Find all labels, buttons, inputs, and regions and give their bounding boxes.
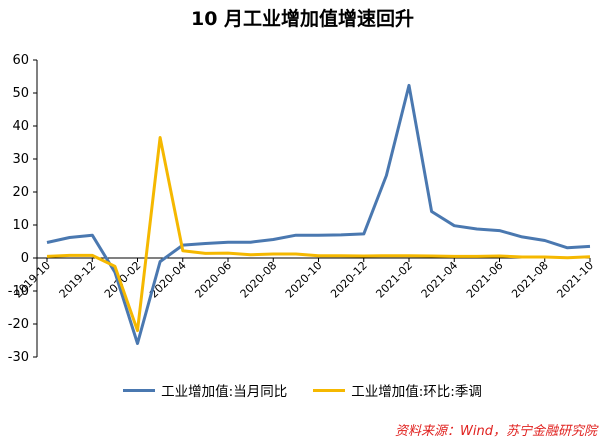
x-tick-label: 2021-08 — [509, 259, 551, 301]
y-tick-label: 30 — [12, 152, 29, 167]
chart-title: 10 月工业增加值增速回升 — [190, 8, 415, 30]
chart-legend: 工业增加值:当月同比 工业增加值:环比:季调 — [0, 380, 605, 400]
x-tick-label: 2021-10 — [554, 259, 596, 301]
source-note: 资料来源：Wind，苏宁金融研究院 — [395, 424, 597, 439]
y-tick-label: 60 — [12, 53, 29, 68]
x-tick-label: 2020-12 — [328, 259, 370, 301]
chart-series — [46, 83, 591, 345]
x-tick-label: 2020-10 — [283, 259, 325, 301]
x-tick-label: 2021-04 — [419, 259, 461, 301]
y-tick-label: 10 — [12, 218, 29, 233]
legend-swatch-mom — [313, 388, 346, 392]
x-tick-label: 2020-08 — [238, 259, 280, 301]
x-tick-label: 2020-06 — [192, 259, 234, 301]
y-tick-label: 0 — [21, 251, 29, 266]
x-tick-label: 2019-12 — [57, 259, 99, 301]
y-tick-label: -20 — [8, 317, 29, 332]
x-tick-label: 2021-06 — [464, 259, 506, 301]
y-tick-label: 50 — [12, 86, 29, 101]
legend-item-mom: 工业增加值:环比:季调 — [313, 380, 482, 400]
legend-label-yoy: 工业增加值:当月同比 — [161, 384, 288, 400]
x-tick-label: 2020-04 — [147, 259, 189, 301]
legend-swatch-yoy — [123, 388, 156, 392]
y-tick-label: -10 — [8, 284, 29, 299]
x-tick-label: 2021-02 — [373, 259, 415, 301]
chart-axes: -30 -20 -10 0 10 20 30 40 50 60 2019-10 2019-12 2020… — [8, 53, 596, 365]
x-tick-label: 2019-10 — [11, 259, 53, 301]
legend-label-mom: 工业增加值:环比:季调 — [351, 384, 482, 400]
legend-item-yoy: 工业增加值:当月同比 — [123, 380, 287, 400]
y-tick-label: 40 — [12, 119, 29, 134]
y-tick-label: 20 — [12, 185, 29, 200]
y-tick-label: -30 — [8, 350, 29, 365]
